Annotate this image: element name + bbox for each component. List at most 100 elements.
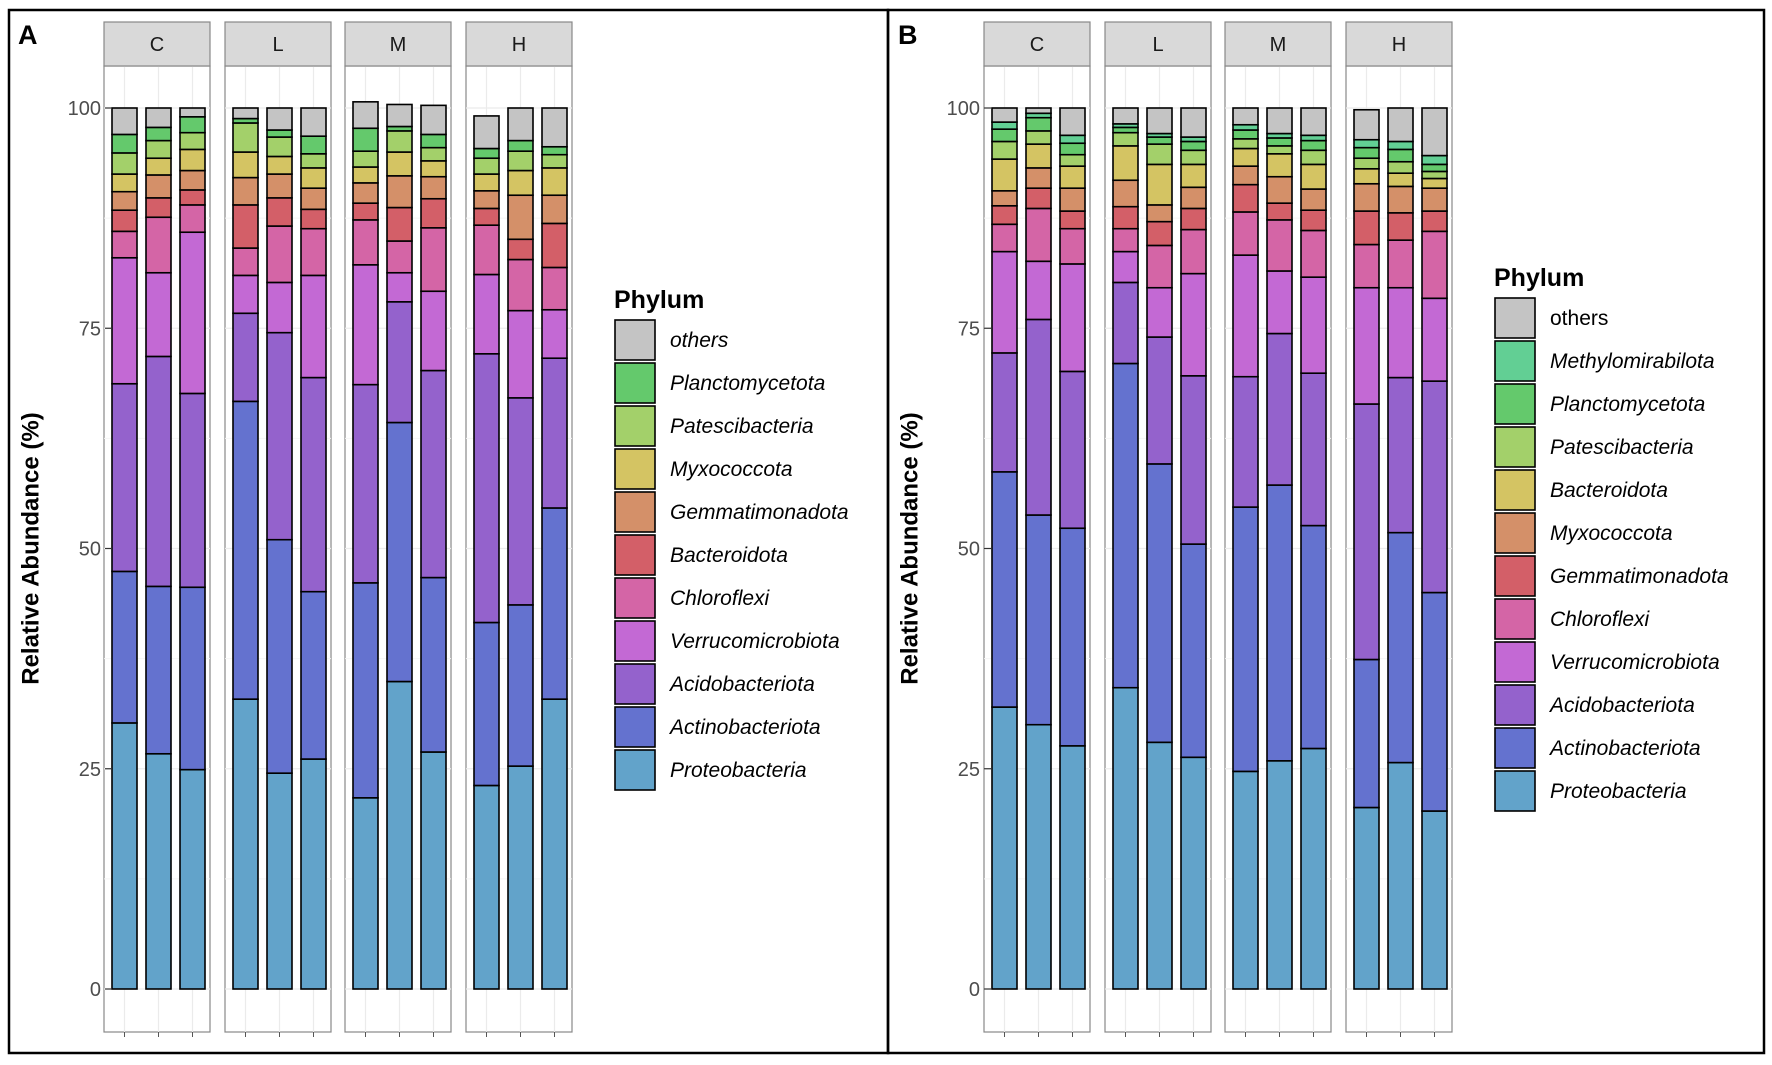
bar-segment-chloroflexi	[541, 266, 568, 311]
chart-panel-b: B Relative Abundance (%) C L M H 0 25 50 75 100 Phy…	[896, 20, 1729, 1037]
legend-label-planctomycetota: Planctomycetota	[670, 372, 825, 395]
bar-segment-proteobacteria	[1180, 756, 1207, 990]
bar-segment-actinobacteriota	[1180, 543, 1207, 759]
bar-segment-proteobacteria	[1353, 806, 1380, 990]
legend-label-patescibacteria: Patescibacteria	[670, 415, 814, 438]
bar-segment-planctomycetota	[991, 128, 1018, 143]
facet-strip	[465, 21, 573, 67]
bar-segment-patescibacteria	[1266, 145, 1293, 155]
bar-segment-others	[111, 107, 138, 136]
bar-segment-bacteroidota	[1266, 153, 1293, 178]
bar-segment-proteobacteria	[1300, 747, 1327, 990]
bar-segment-methylomirabilota	[1387, 140, 1414, 151]
bar-segment-chloroflexi	[232, 247, 259, 277]
bar-segment-verrucomicrobiota	[232, 274, 259, 315]
bar-segment-gemmatimonadota	[232, 176, 259, 206]
bar-segment-verrucomicrobiota	[1112, 250, 1139, 284]
bar-segment-verrucomicrobiota	[1353, 286, 1380, 405]
bar-segment-bacteroidota	[386, 206, 413, 242]
bar-segment-verrucomicrobiota	[541, 308, 568, 360]
y-tick-label: 75	[958, 318, 980, 340]
bar-segment-actinobacteriota	[991, 471, 1018, 708]
bar-segment-proteobacteria	[386, 680, 413, 990]
bar-segment-bacteroidota	[145, 197, 172, 219]
bar-segment-verrucomicrobiota	[991, 250, 1018, 354]
legend-key-actinobacteriota	[614, 706, 656, 748]
legend-key-myxococcota	[614, 448, 656, 490]
y-tick-label: 75	[79, 318, 101, 340]
bar-segment-myxococcota	[1232, 165, 1259, 186]
bar-segment-proteobacteria	[991, 706, 1018, 990]
bar-segment-gemmatimonadota	[1353, 210, 1380, 246]
bar-segment-planctomycetota	[1387, 148, 1414, 163]
bar-segment-myxococcota	[111, 173, 138, 193]
bar-segment-myxococcota	[1300, 188, 1327, 211]
bar-segment-acidobacteriota	[232, 312, 259, 403]
y-tick-label: 0	[969, 979, 980, 1001]
bar-segment-proteobacteria	[473, 784, 500, 990]
facet-c: C	[103, 21, 211, 1037]
bar-segment-acidobacteriota	[111, 382, 138, 573]
bar-segment-others	[1025, 107, 1052, 115]
bar-segment-myxococcota	[473, 173, 500, 192]
legend-label-chloroflexi: Chloroflexi	[1550, 608, 1651, 631]
bar-segment-myxococcota	[541, 167, 568, 197]
bar-segment-gemmatimonadota	[541, 194, 568, 225]
facet-m: M	[344, 21, 452, 1037]
legend-key-verrucomicrobiota	[1494, 641, 1536, 683]
bar-segment-others	[991, 107, 1018, 123]
facet-h: H	[1345, 21, 1453, 1037]
legend-title: Phylum	[614, 286, 704, 314]
legend-label-actinobacteriota: Actinobacteriota	[1548, 737, 1701, 760]
bar-segment-others	[1387, 107, 1414, 143]
bar-segment-myxococcota	[145, 157, 172, 176]
bar-segment-acidobacteriota	[541, 357, 568, 509]
bar-segment-myxococcota	[266, 155, 293, 175]
bar-segment-myxococcota	[1421, 187, 1448, 212]
bar-segment-actinobacteriota	[1059, 527, 1086, 747]
bar-segment-chloroflexi	[1146, 244, 1173, 289]
bar-segment-actinobacteriota	[420, 576, 447, 753]
bar-segment-proteobacteria	[300, 758, 327, 990]
bar-segment-bacteroidota	[266, 197, 293, 227]
legend-key-bacteroidota	[614, 534, 656, 576]
bar-segment-actinobacteriota	[1353, 658, 1380, 809]
bar-segment-chloroflexi	[300, 227, 327, 277]
facet-strip-label: C	[1030, 34, 1044, 56]
legend-key-proteobacteria	[614, 749, 656, 791]
legend-key-verrucomicrobiota	[614, 620, 656, 662]
bar-segment-patescibacteria	[386, 130, 413, 153]
bar-segment-acidobacteriota	[1059, 370, 1086, 530]
y-tick-label: 100	[68, 98, 101, 120]
bar-segment-myxococcota	[507, 169, 534, 197]
facet-strip-label: M	[390, 34, 407, 56]
bar-segment-bacteroidota	[1059, 165, 1086, 189]
bar-segment-chloroflexi	[145, 216, 172, 274]
bar-segment-myxococcota	[991, 190, 1018, 207]
legend-title: Phylum	[1494, 264, 1584, 292]
bar-segment-others	[1421, 107, 1448, 157]
bar-segment-myxococcota	[300, 167, 327, 189]
legend-key-methylomirabilota	[1494, 340, 1536, 382]
panel-frame	[886, 8, 1766, 1055]
bar-segment-others	[420, 104, 447, 136]
bar-segment-acidobacteriota	[1421, 380, 1448, 594]
facet-h: H	[465, 21, 573, 1037]
bar-segment-bacteroidota	[352, 202, 379, 221]
bar-segment-proteobacteria	[1232, 770, 1259, 990]
bar-segment-actinobacteriota	[1025, 514, 1052, 726]
bar-segment-acidobacteriota	[1112, 281, 1139, 365]
bar-segment-verrucomicrobiota	[1025, 260, 1052, 321]
bar-segment-chloroflexi	[386, 240, 413, 274]
bar-segment-gemmatimonadota	[473, 190, 500, 210]
bar-segment-methylomirabilota	[1421, 154, 1448, 166]
bar-segment-proteobacteria	[232, 698, 259, 990]
bar-segment-patescibacteria	[473, 157, 500, 175]
bar-segment-planctomycetota	[111, 133, 138, 154]
facet-strip-label: L	[1152, 34, 1163, 56]
legend-key-proteobacteria	[1494, 770, 1536, 812]
legend-label-myxococcota: Myxococcota	[670, 458, 793, 481]
bar-segment-planctomycetota	[1353, 146, 1380, 160]
bar-segment-chloroflexi	[420, 227, 447, 293]
